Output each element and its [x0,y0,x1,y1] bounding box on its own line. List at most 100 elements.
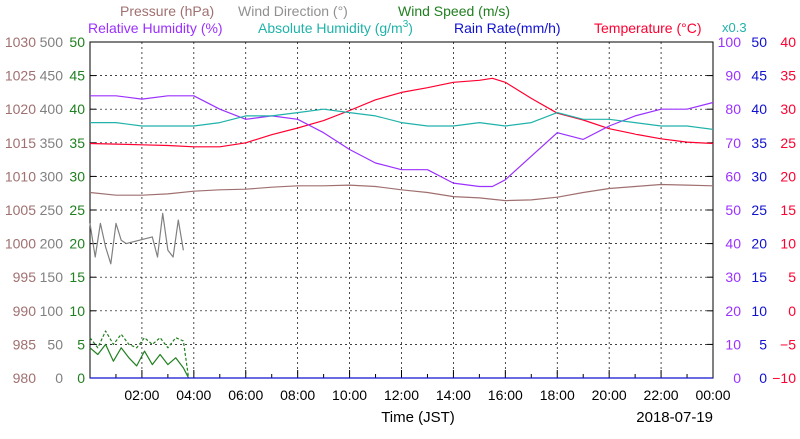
tick-label-temperature: 15 [780,202,796,218]
legend-item: Pressure (hPa) [120,3,214,19]
date-label: 2018-07-19 [636,409,713,426]
tick-label-wind_direction: 450 [40,68,64,84]
legend-item: Relative Humidity (%) [88,20,223,36]
tick-label-pressure: 1015 [5,135,36,151]
tick-label-humidity: 70 [725,135,741,151]
tick-label-wind_speed: 50 [69,34,85,50]
x-tick-label: 04:00 [176,387,211,403]
tick-label-temperature: 0 [788,303,796,319]
tick-label-wind_speed: 25 [69,202,85,218]
tick-label-wind_direction: 350 [40,135,64,151]
tick-label-pressure: 1020 [5,101,36,117]
series-relative-humidity [90,95,714,188]
tick-label-rain_rate: 5 [759,336,767,352]
x-tick-label: 16:00 [488,387,523,403]
tick-label-temperature: 30 [780,101,796,117]
tick-label-pressure: 980 [13,370,37,386]
series-layer [89,77,714,379]
abs-humidity-scale-note: x0.3 [722,20,747,35]
tick-label-humidity: 90 [725,68,741,84]
tick-label-humidity: 40 [725,236,741,252]
x-axis-label: Time (JST) [381,409,455,426]
x-tick-label: 12:00 [384,387,419,403]
tick-label-rain_rate: 25 [751,202,767,218]
grid [90,42,713,378]
tick-label-temperature: −5 [780,336,796,352]
tick-label-wind_speed: 20 [69,236,85,252]
tick-label-temperature: −10 [772,370,796,386]
legend-item: Temperature (°C) [594,20,702,36]
x-tick-label: 14:00 [436,387,471,403]
tick-label-wind_speed: 10 [69,303,85,319]
legend-item: Wind Speed (m/s) [398,3,510,19]
tick-label-temperature: 10 [780,236,796,252]
tick-label-pressure: 1005 [5,202,36,218]
tick-label-wind_direction: 250 [40,202,64,218]
x-tick-label: 10:00 [332,387,367,403]
x-axis: 02:00 04:00 06:00 08:00 10:00 12:00 14:00 16:00… [89,370,731,403]
tick-label-humidity: 50 [725,202,741,218]
x-tick-label: 06:00 [228,387,263,403]
tick-label-rain_rate: 0 [759,370,767,386]
legend-item: Wind Direction (°) [238,3,348,19]
tick-label-temperature: 25 [780,135,796,151]
tick-label-humidity: 60 [725,168,741,184]
series-wind-speed [89,343,190,379]
legend-item: Rain Rate(mm/h) [454,20,561,36]
tick-label-humidity: 80 [725,101,741,117]
tick-label-rain_rate: 35 [751,135,767,151]
tick-label-rain_rate: 50 [751,34,767,50]
tick-label-pressure: 995 [13,269,37,285]
tick-label-wind_speed: 5 [77,336,85,352]
tick-label-humidity: 100 [718,34,742,50]
tick-label-wind_speed: 45 [69,68,85,84]
tick-label-wind_speed: 0 [77,370,85,386]
x-tick-label: 08:00 [280,387,315,403]
x-tick-label: 02:00 [124,387,159,403]
legend: Pressure (hPa) Wind Direction (°) Wind Spe… [88,3,702,36]
series-absolute-humidity [90,108,714,130]
tick-label-wind_direction: 50 [47,336,63,352]
right-axes: 0102030405060708090100051015202530354045… [707,34,796,386]
tick-label-wind_speed: 30 [69,168,85,184]
tick-label-rain_rate: 40 [751,101,767,117]
tick-label-wind_direction: 150 [40,269,64,285]
tick-label-humidity: 30 [725,269,741,285]
x-tick-label: 20:00 [592,387,627,403]
tick-label-wind_speed: 35 [69,135,85,151]
tick-label-wind_direction: 400 [40,101,64,117]
tick-label-temperature: 5 [788,269,796,285]
x-tick-label: 18:00 [540,387,575,403]
series-temperature [89,77,714,148]
tick-label-rain_rate: 20 [751,236,767,252]
tick-label-wind_speed: 15 [69,269,85,285]
tick-label-rain_rate: 30 [751,168,767,184]
tick-label-humidity: 0 [733,370,741,386]
series-wind-speed-peak [89,330,190,379]
series-pressure [89,183,714,202]
tick-label-wind_direction: 500 [40,34,64,50]
tick-label-rain_rate: 15 [751,269,767,285]
tick-label-temperature: 40 [780,34,796,50]
tick-label-wind_direction: 300 [40,168,64,184]
tick-label-pressure: 1025 [5,68,36,84]
tick-label-rain_rate: 45 [751,68,767,84]
tick-label-temperature: 20 [780,168,796,184]
tick-label-humidity: 10 [725,336,741,352]
x-tick-label: 22:00 [644,387,679,403]
tick-label-wind_direction: 0 [55,370,63,386]
left-axes: 9809859909951000100510101015102010251030… [5,34,96,386]
tick-label-humidity: 20 [725,303,741,319]
tick-label-wind_direction: 100 [40,303,64,319]
tick-label-wind_direction: 200 [40,236,64,252]
legend-item: Absolute Humidity (g/m3) [258,19,413,36]
tick-label-pressure: 1030 [5,34,36,50]
tick-label-rain_rate: 10 [751,303,767,319]
tick-label-pressure: 1010 [5,168,36,184]
tick-label-pressure: 985 [13,336,37,352]
tick-label-pressure: 1000 [5,236,36,252]
tick-label-wind_speed: 40 [69,101,85,117]
tick-label-temperature: 35 [780,68,796,84]
tick-label-pressure: 990 [13,303,37,319]
